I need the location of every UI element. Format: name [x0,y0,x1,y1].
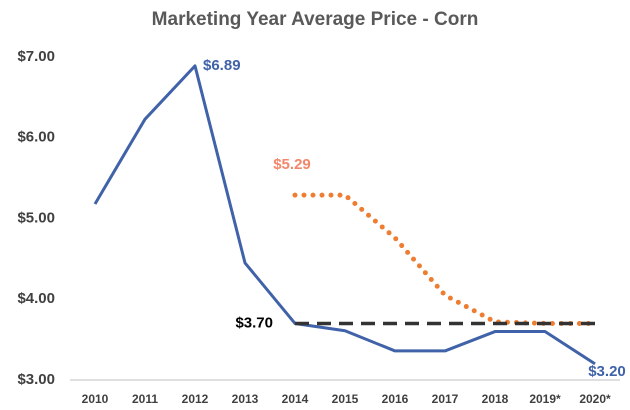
x-tick-label: 2013 [232,392,259,406]
y-tick-label: $6.00 [17,129,55,146]
data-label: $3.70 [235,314,273,331]
y-tick-label: $4.00 [17,290,55,307]
x-tick-label: 2019* [529,392,561,406]
x-tick-label: 2012 [182,392,209,406]
y-tick-label: $5.00 [17,209,55,226]
x-tick-label: 2016 [382,392,409,406]
line-series [292,192,598,326]
x-tick-label: 2020* [579,392,611,406]
data-label: $6.89 [203,57,241,74]
chart-title: Marketing Year Average Price - Corn [152,9,479,30]
y-tick-label: $3.00 [17,371,55,388]
x-tick-label: 2018 [482,392,509,406]
data-label: $5.29 [273,156,311,173]
data-label: $3.20 [588,363,626,380]
x-tick-label: 2017 [432,392,459,406]
line-series [93,64,596,366]
x-tick-label: 2014 [282,392,309,406]
x-tick-label: 2015 [332,392,359,406]
y-tick-label: $7.00 [17,48,55,65]
x-tick-label: 2011 [132,392,158,406]
x-tick-label: 2010 [82,392,109,406]
